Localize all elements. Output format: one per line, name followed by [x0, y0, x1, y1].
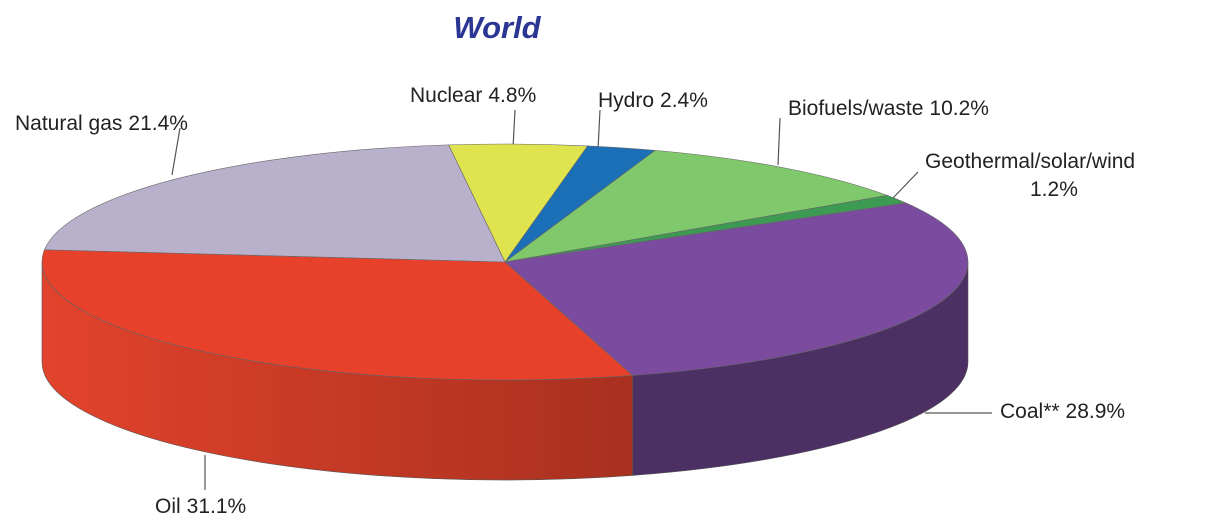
- slice: [41, 249, 634, 381]
- value-label: 2.4%: [660, 89, 708, 112]
- leader-lines: [171, 109, 992, 490]
- category-label: Oil: [155, 495, 181, 518]
- slice: [44, 144, 506, 263]
- value-label: 31.1%: [187, 495, 247, 518]
- slice-label: Geothermal/solar/wind 1.2%: [925, 150, 1135, 201]
- pie: [41, 143, 969, 481]
- chart-title: World: [453, 10, 541, 45]
- category-label: Natural gas: [15, 112, 122, 135]
- slice-label: Nuclear 4.8%: [410, 84, 536, 107]
- slice-label: Biofuels/waste 10.2%: [788, 97, 989, 120]
- category-label: Biofuels/waste: [788, 97, 923, 120]
- slice-label: Natural gas 21.4%: [15, 112, 188, 135]
- value-label: 10.2%: [929, 97, 989, 120]
- slice-label: Oil 31.1%: [155, 495, 246, 518]
- slice-label: Hydro 2.4%: [598, 89, 708, 112]
- slice-label: Coal** 28.9%: [1000, 400, 1125, 423]
- slice: [504, 202, 969, 376]
- value-label: 28.9%: [1066, 400, 1126, 423]
- labels: Nuclear 4.8% Hydro 2.4% Biofuels/waste 10.2% G…: [15, 84, 1135, 518]
- value-label: 1.2%: [1030, 178, 1078, 201]
- category-label: Geothermal/solar/wind: [925, 150, 1135, 173]
- slice: [504, 150, 889, 263]
- value-label: 21.4%: [128, 112, 188, 135]
- category-label: Coal**: [1000, 400, 1060, 423]
- category-label: Hydro: [598, 89, 654, 112]
- value-label: 4.8%: [488, 84, 536, 107]
- category-label: Nuclear: [410, 84, 482, 107]
